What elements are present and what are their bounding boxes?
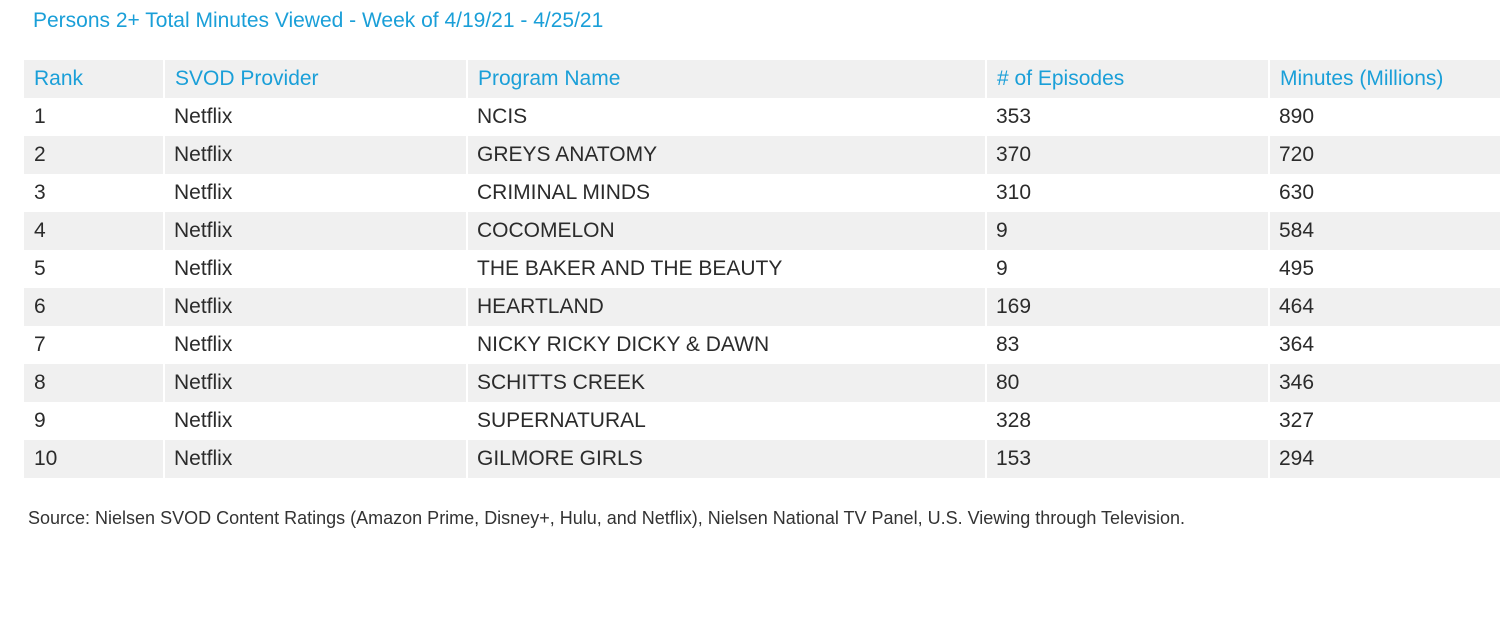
cell-episodes: 83 — [985, 326, 1269, 364]
cell-episodes: 80 — [985, 364, 1269, 402]
cell-minutes: 364 — [1268, 326, 1500, 364]
cell-episodes: 153 — [985, 440, 1269, 478]
cell-program-name: NICKY RICKY DICKY & DAWN — [466, 326, 986, 364]
cell-svod-provider: Netflix — [163, 288, 467, 326]
cell-minutes: 495 — [1268, 250, 1500, 288]
header-episodes: # of Episodes — [985, 60, 1269, 98]
cell-minutes: 294 — [1268, 440, 1500, 478]
header-minutes: Minutes (Millions) — [1268, 60, 1500, 98]
cell-svod-provider: Netflix — [163, 212, 467, 250]
cell-program-name: COCOMELON — [466, 212, 986, 250]
cell-program-name: THE BAKER AND THE BEAUTY — [466, 250, 986, 288]
cell-rank: 3 — [24, 174, 164, 212]
cell-program-name: SCHITTS CREEK — [466, 364, 986, 402]
cell-episodes: 310 — [985, 174, 1269, 212]
cell-svod-provider: Netflix — [163, 174, 467, 212]
cell-minutes: 890 — [1268, 98, 1500, 136]
cell-episodes: 370 — [985, 136, 1269, 174]
header-rank: Rank — [24, 60, 164, 98]
table-row: 1 Netflix NCIS 353 890 — [24, 98, 1500, 136]
cell-rank: 4 — [24, 212, 164, 250]
cell-rank: 6 — [24, 288, 164, 326]
cell-minutes: 720 — [1268, 136, 1500, 174]
cell-program-name: GILMORE GIRLS — [466, 440, 986, 478]
cell-rank: 1 — [24, 98, 164, 136]
cell-program-name: NCIS — [466, 98, 986, 136]
cell-program-name: HEARTLAND — [466, 288, 986, 326]
table-row: 9 Netflix SUPERNATURAL 328 327 — [24, 402, 1500, 440]
table-row: 6 Netflix HEARTLAND 169 464 — [24, 288, 1500, 326]
cell-svod-provider: Netflix — [163, 250, 467, 288]
ratings-table: Rank SVOD Provider Program Name # of Episod… — [24, 60, 1500, 478]
cell-episodes: 9 — [985, 250, 1269, 288]
table-row: 10 Netflix GILMORE GIRLS 153 294 — [24, 440, 1500, 478]
cell-episodes: 328 — [985, 402, 1269, 440]
cell-svod-provider: Netflix — [163, 402, 467, 440]
cell-rank: 5 — [24, 250, 164, 288]
chart-title: Persons 2+ Total Minutes Viewed - Week o… — [33, 9, 604, 32]
cell-svod-provider: Netflix — [163, 364, 467, 402]
table-row: 2 Netflix GREYS ANATOMY 370 720 — [24, 136, 1500, 174]
source-note: Source: Nielsen SVOD Content Ratings (Am… — [28, 508, 1186, 528]
table-row: 5 Netflix THE BAKER AND THE BEAUTY 9 495 — [24, 250, 1500, 288]
table-row: 4 Netflix COCOMELON 9 584 — [24, 212, 1500, 250]
cell-svod-provider: Netflix — [163, 98, 467, 136]
cell-svod-provider: Netflix — [163, 326, 467, 364]
cell-rank: 10 — [24, 440, 164, 478]
cell-rank: 8 — [24, 364, 164, 402]
table-row: 8 Netflix SCHITTS CREEK 80 346 — [24, 364, 1500, 402]
cell-minutes: 464 — [1268, 288, 1500, 326]
cell-program-name: GREYS ANATOMY — [466, 136, 986, 174]
cell-program-name: SUPERNATURAL — [466, 402, 986, 440]
cell-rank: 7 — [24, 326, 164, 364]
cell-episodes: 9 — [985, 212, 1269, 250]
cell-rank: 2 — [24, 136, 164, 174]
cell-svod-provider: Netflix — [163, 440, 467, 478]
header-program-name: Program Name — [466, 60, 986, 98]
header-svod-provider: SVOD Provider — [163, 60, 467, 98]
table-body: 1 Netflix NCIS 353 890 2 Netflix GREYS ANATOMY 3… — [24, 98, 1500, 478]
cell-episodes: 353 — [985, 98, 1269, 136]
cell-svod-provider: Netflix — [163, 136, 467, 174]
cell-minutes: 630 — [1268, 174, 1500, 212]
cell-minutes: 584 — [1268, 212, 1500, 250]
cell-program-name: CRIMINAL MINDS — [466, 174, 986, 212]
table-row: 3 Netflix CRIMINAL MINDS 310 630 — [24, 174, 1500, 212]
cell-minutes: 327 — [1268, 402, 1500, 440]
cell-episodes: 169 — [985, 288, 1269, 326]
cell-minutes: 346 — [1268, 364, 1500, 402]
cell-rank: 9 — [24, 402, 164, 440]
header-row: Rank SVOD Provider Program Name # of Episod… — [24, 60, 1500, 98]
table-row: 7 Netflix NICKY RICKY DICKY & DAWN 83 364 — [24, 326, 1500, 364]
